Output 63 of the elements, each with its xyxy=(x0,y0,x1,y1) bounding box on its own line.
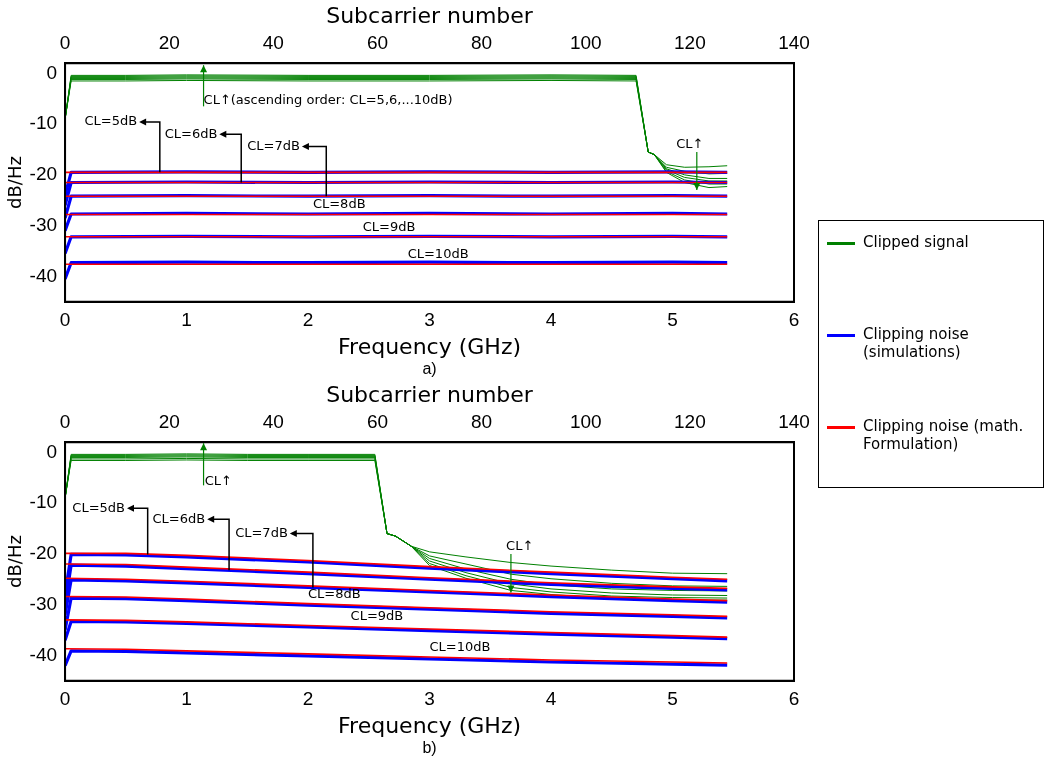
y-tick-label: -10 xyxy=(29,491,58,513)
x-tick-label: 5 xyxy=(667,688,678,710)
x-tick-label: 4 xyxy=(545,688,557,710)
x2-tick-label: 80 xyxy=(471,32,493,54)
annotation: CL↑(ascending order: CL=5,6,...10dB) xyxy=(203,91,453,107)
y-tick-label: -20 xyxy=(29,163,58,185)
text: b) xyxy=(422,739,437,757)
x-tick-label: 1 xyxy=(181,688,192,710)
x-tick-label: 2 xyxy=(302,309,314,331)
x2-tick-label: 100 xyxy=(569,411,602,433)
x-tick-label: 2 xyxy=(302,688,314,710)
annotation: CL=10dB xyxy=(429,638,491,654)
y-tick-label: -10 xyxy=(29,112,58,134)
x-tick-label: 3 xyxy=(424,309,435,331)
y-tick-label: 0 xyxy=(46,440,58,462)
x-tick-label: 6 xyxy=(788,309,800,331)
annotation: CL=8dB xyxy=(308,585,361,601)
annotation: CL=9dB xyxy=(350,608,404,624)
x2-tick-label: 20 xyxy=(158,32,180,54)
annotation: CL=8dB xyxy=(312,195,366,211)
x2-tick-label: 20 xyxy=(158,411,180,433)
x2-tick-label: 60 xyxy=(366,411,389,433)
y-tick-label: -30 xyxy=(29,592,58,614)
x-tick-label: 5 xyxy=(667,309,678,331)
x2-tick-label: 120 xyxy=(674,411,706,433)
y-tick-label: -40 xyxy=(29,643,58,665)
legend-label: Clipping noise (math. Formulation) xyxy=(863,417,1025,453)
x2-tick-label: 80 xyxy=(471,411,493,433)
annotation: CL=6dB xyxy=(152,510,206,526)
annotation: CL↑ xyxy=(204,472,232,488)
x2-tick-label: 100 xyxy=(569,32,602,54)
text: a) xyxy=(422,360,437,378)
x2-axis-title: Subcarrier number xyxy=(326,2,534,28)
annotation: CL=7dB xyxy=(247,137,300,153)
x2-axis-title: Subcarrier number xyxy=(326,381,534,407)
annotation: CL=5dB xyxy=(84,113,138,129)
x2-tick-label: 40 xyxy=(262,32,284,54)
y-tick-label: -40 xyxy=(29,264,58,286)
x-tick-label: 4 xyxy=(545,309,557,331)
y-tick-label: 0 xyxy=(46,61,58,83)
annotation: CL=9dB xyxy=(362,218,416,234)
x2-tick-label: 40 xyxy=(262,411,284,433)
x-axis-title: Frequency (GHz) xyxy=(338,712,522,738)
x2-tick-label: 140 xyxy=(778,32,810,54)
legend-label: Clipping noise (simulations) xyxy=(863,325,970,361)
legend-label: Clipped signal xyxy=(863,233,970,251)
x-tick-label: 6 xyxy=(788,688,800,710)
x-axis-title: Frequency (GHz) xyxy=(338,333,522,359)
annotation: CL=10dB xyxy=(407,246,469,262)
annotation: CL=6dB xyxy=(164,125,218,141)
y-axis-title: dB/Hz xyxy=(4,535,26,588)
annotation: CL↑ xyxy=(506,538,534,554)
y-axis-title: dB/Hz xyxy=(4,156,26,209)
x-tick-label: 3 xyxy=(424,688,435,710)
x-tick-label: 1 xyxy=(181,309,192,331)
y-tick-label: -20 xyxy=(29,542,58,564)
x2-tick-label: 120 xyxy=(674,32,706,54)
annotation: CL=5dB xyxy=(72,499,126,515)
annotation: CL=7dB xyxy=(235,524,288,540)
x2-tick-label: 60 xyxy=(366,32,389,54)
y-tick-label: -30 xyxy=(29,213,58,235)
x2-tick-label: 140 xyxy=(778,411,810,433)
annotation: CL↑ xyxy=(676,135,704,151)
